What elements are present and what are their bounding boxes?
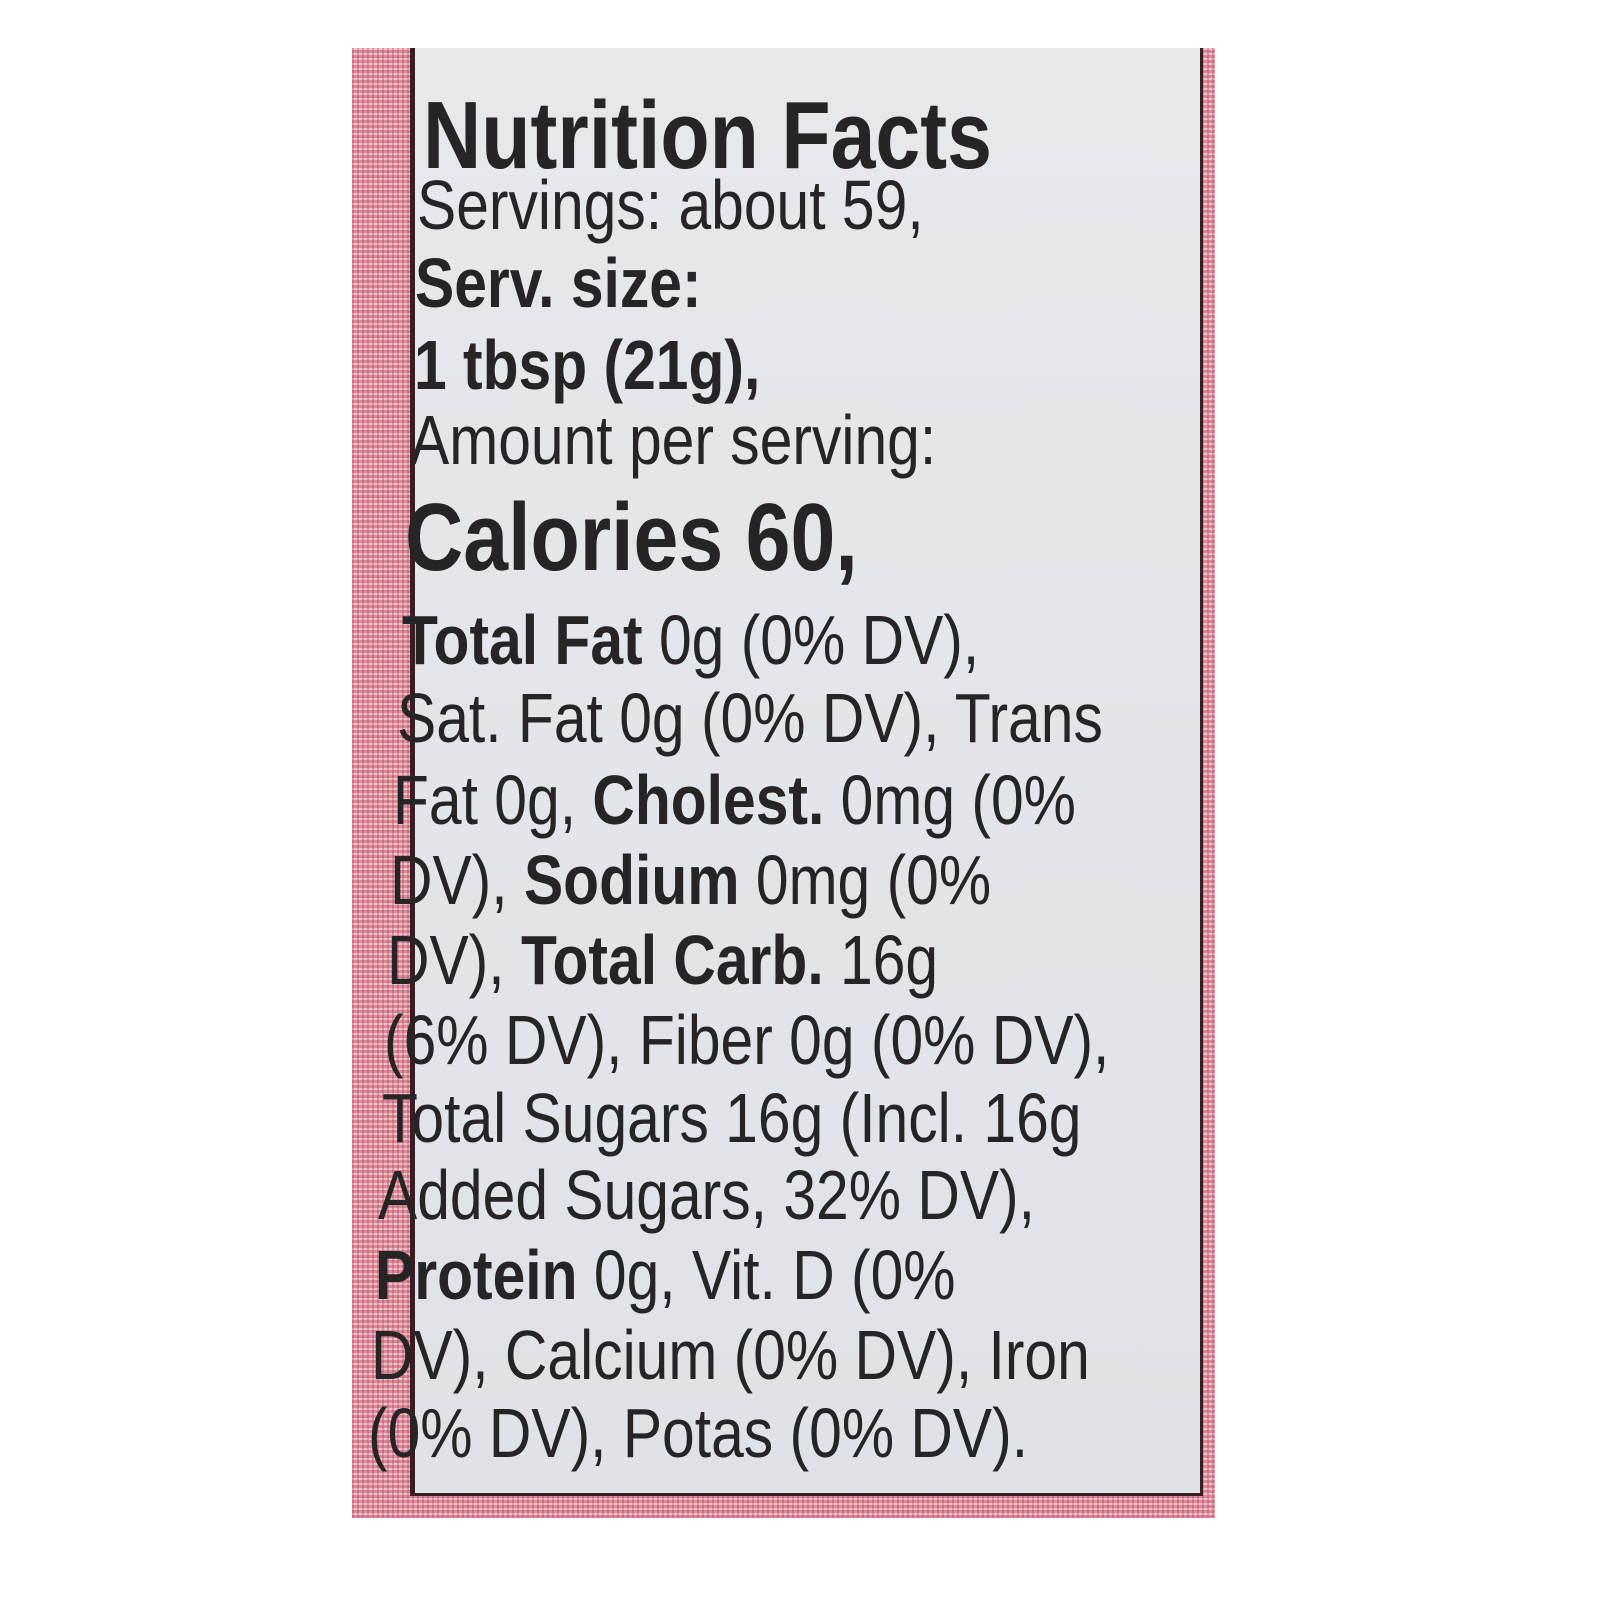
nutrition-line: Serv. size: [415,248,702,318]
nutrient-name: Sodium [523,841,740,919]
nutrition-line: DV), Sodium 0mg (0% [390,845,991,915]
nutrient-value: Added Sugars, 32% DV), [378,1156,1035,1234]
nutrition-line: Protein 0g, Vit. D (0% [375,1240,956,1310]
nutrient-value: 0g (0% DV), [642,601,980,679]
nutrition-line: (6% DV), Fiber 0g (0% DV), [384,1005,1109,1075]
nutrient-name: Protein [375,1236,578,1314]
nutrition-line: 1 tbsp (21g), [414,330,760,400]
nutrient-name: 1 tbsp (21g), [414,326,761,404]
nutrition-line: Servings: about 59, [417,170,924,240]
nutrient-value: DV), [387,921,521,999]
nutrition-line: Fat 0g, Cholest. 0mg (0% [393,765,1076,835]
nutrient-value: Amount per serving: [410,401,937,479]
nutrient-value: Fat 0g, [393,761,593,839]
product-photo: Nutrition Facts Servings: about 59, Serv.… [352,48,1215,1518]
nutrition-line: Total Sugars 16g (Incl. 16g [382,1083,1081,1153]
nutrient-name: Serv. size: [415,244,702,322]
nutrition-line: DV), Total Carb. 16g [387,925,938,995]
nutrition-facts-label: Nutrition Facts Servings: about 59, Serv.… [368,48,1203,1496]
nutrient-value: 16g [823,921,939,999]
nutrient-name: Cholest. [592,761,825,839]
nutrient-name: Total Fat [402,601,643,679]
nutrient-value: 0g, Vit. D (0% [577,1236,956,1314]
nutrient-name: Total Carb. [520,921,824,999]
nutrition-line: Amount per serving: [410,405,936,475]
nutrition-line: DV), Calcium (0% DV), Iron [371,1320,1090,1390]
nutrient-value: (6% DV), Fiber 0g (0% DV), [384,1001,1110,1079]
nutrition-title: Nutrition Facts [423,82,992,189]
nutrition-line: Sat. Fat 0g (0% DV), Trans [397,683,1103,753]
nutrient-value: Servings: about 59, [417,166,924,244]
nutrient-value: Total Sugars 16g (Incl. 16g [382,1079,1082,1157]
nutrient-value: (0% DV), Potas (0% DV). [368,1394,1029,1472]
nutrition-line: Total Fat 0g (0% DV), [402,605,979,675]
nutrient-value: Sat. Fat 0g (0% DV), Trans [397,679,1103,757]
nutrient-value: DV), Calcium (0% DV), Iron [371,1316,1090,1394]
nutrition-line: Added Sugars, 32% DV), [378,1160,1035,1230]
nutrition-line: Calories 60, [405,490,858,586]
nutrition-line: (0% DV), Potas (0% DV). [368,1398,1028,1468]
nutrient-value: 0mg (0% [824,761,1076,839]
nutrient-value: DV), [390,841,524,919]
nutrient-name: Calories 60, [405,484,858,591]
nutrient-value: 0mg (0% [739,841,992,919]
